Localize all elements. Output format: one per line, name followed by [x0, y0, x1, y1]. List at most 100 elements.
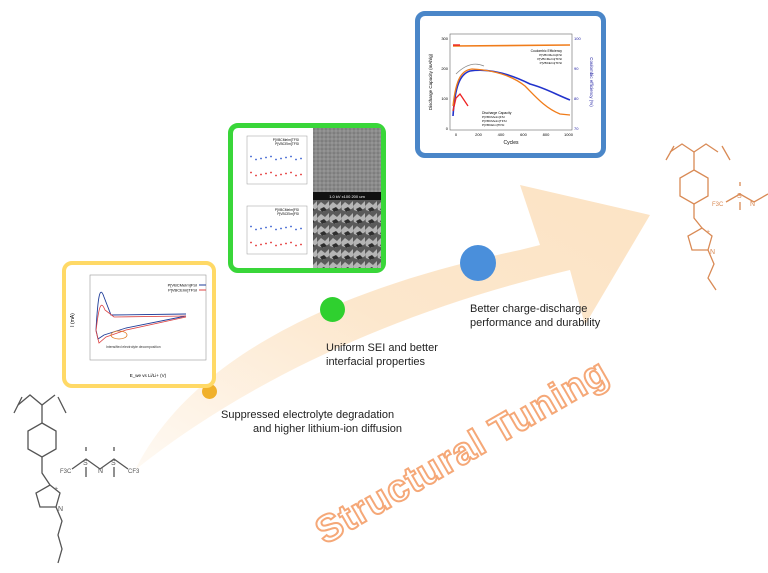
sei-legend-bottom-1: P[VBCMeIm]FSI [275, 208, 299, 212]
cycling-legend-ce-title: Coulombic Efficiency [531, 49, 563, 53]
step-caption-1: Suppressed electrolyte degradation and h… [221, 408, 402, 436]
cycling-xlabel: Cycles [503, 140, 519, 146]
sei-data-point [295, 244, 297, 247]
sei-data-point [270, 225, 272, 228]
sei-legend-bottom-2: P[VBCEIm]FSI [277, 212, 299, 216]
sei-data-point [255, 158, 257, 161]
sei-data-point [255, 174, 257, 177]
step-3-line-2: performance and durability [470, 317, 601, 329]
sei-data-point [285, 172, 287, 175]
cycling-y-left-tick: 100 [441, 96, 448, 101]
sei-data-point [285, 226, 287, 229]
sei-data-point [285, 242, 287, 245]
left-plus-charge: + [54, 486, 58, 493]
cycling-y-right-tick: 90 [574, 66, 579, 71]
sei-data-point [260, 157, 262, 160]
left-s-1: S [83, 460, 88, 467]
sei-data-point [275, 244, 277, 247]
sei-data-point [275, 158, 277, 161]
sei-data-point [250, 241, 252, 244]
step-3-line-1: Better charge-discharge [470, 303, 588, 315]
left-cf3-right: CF3 [128, 469, 140, 475]
sei-figure: P[VBCMeIm]TFSI P[VBCEIm]TFSI P[VBCMeIm]F… [237, 128, 381, 268]
left-s-2: S [111, 460, 116, 467]
sei-data-point [290, 171, 292, 174]
cycling-plot: Discharge Capacity (mAh/g) Coulombic eff… [428, 33, 594, 146]
sei-data-point [275, 174, 277, 177]
cycling-legend-dc-1: P[VBCMeIm]FSI [482, 115, 505, 119]
sei-data-point [280, 157, 282, 160]
right-plus-charge: + [706, 229, 710, 236]
sei-legend-top-1: P[VBCMeIm]TFSI [273, 138, 299, 142]
molecule-left: + N F3C S N S CF3 [13, 394, 140, 564]
sei-data-point [265, 172, 267, 175]
cycling-x-tick: 800 [543, 132, 550, 137]
panel-cv-plot: P[VBCMeIm]FSI P[VBCEIm]TFSI I (mA) E_we … [62, 261, 216, 388]
sei-data-point [265, 156, 267, 159]
step-2-line-2: interfacial properties [326, 356, 426, 368]
sem-image-bottom [313, 200, 381, 268]
sei-data-point [295, 174, 297, 177]
left-n-label: N [58, 506, 63, 513]
cycling-y-left-tick: 300 [441, 36, 448, 41]
cycling-ylabel-right: Coulombic efficiency (%) [589, 57, 594, 107]
cv-legend-1: P[VBCMeIm]FSI [168, 283, 197, 288]
sei-data-point [290, 225, 292, 228]
right-s-1: S [737, 193, 742, 200]
structural-tuning-label: Structural Tuning [308, 350, 618, 554]
sei-data-point [250, 225, 252, 228]
cycling-legend-dc-title: Discharge Capacity [482, 111, 512, 115]
right-f3c: F3C [712, 202, 724, 208]
sei-legend-top-2: P[VBCEIm]TFSI [275, 142, 299, 146]
step-caption-3: Better charge-discharge performance and … [470, 302, 600, 330]
step-1-line-1: Suppressed electrolyte degradation [221, 409, 395, 421]
sem-image-top [313, 128, 381, 192]
sei-data-point [300, 157, 302, 160]
sei-data-point [300, 227, 302, 230]
sei-data-point [280, 243, 282, 246]
panel-sei-images: P[VBCMeIm]TFSI P[VBCEIm]TFSI P[VBCMeIm]F… [228, 123, 386, 273]
sei-data-point [270, 155, 272, 158]
sei-data-point [285, 156, 287, 159]
left-n-anion: N [98, 468, 103, 475]
sei-data-point [260, 243, 262, 246]
sei-data-point [280, 227, 282, 230]
sei-data-point [275, 228, 277, 231]
sei-data-point [300, 173, 302, 176]
cycling-y-left-tick: 200 [441, 66, 448, 71]
sei-data-point [300, 243, 302, 246]
sei-data-point [290, 155, 292, 158]
tuning-text: Structural Tuning [309, 351, 617, 553]
cv-legend-2: P[VBCEIm]TFSI [168, 288, 197, 293]
sei-data-point [295, 158, 297, 161]
cycling-legend-ce-2: P[VBCMeIm]TFSI [537, 57, 562, 61]
sei-data-point [280, 173, 282, 176]
left-cf3-left: F3C [60, 469, 72, 475]
sem-scale-label: 1.0 kV x100 200 um [329, 194, 365, 199]
step-dot-2 [320, 297, 345, 322]
sei-data-point [250, 155, 252, 158]
cycling-legend-dc-2: P[VBCMeIm]TFSI [482, 119, 507, 123]
cycling-ylabel-left: Discharge Capacity (mAh/g) [428, 53, 433, 110]
step-dot-3 [460, 245, 496, 281]
cycling-y-right-tick: 100 [574, 36, 581, 41]
molecule-right: + N F3C S N [665, 143, 768, 291]
sei-data-point [250, 171, 252, 174]
cycling-y-left-tick: 0 [446, 126, 449, 131]
cv-xlabel: E_we vs Li/Li+ (V) [130, 373, 167, 378]
sei-data-point [270, 241, 272, 244]
sei-data-point [265, 226, 267, 229]
cycling-y-right-tick: 80 [574, 96, 579, 101]
sei-data-point [260, 173, 262, 176]
cycling-x-tick: 200 [475, 132, 482, 137]
sei-data-point [265, 242, 267, 245]
sei-data-point [255, 244, 257, 247]
cv-plot: P[VBCMeIm]FSI P[VBCEIm]TFSI I (mA) E_we … [70, 274, 207, 378]
cycling-legend-ce-3: P[VBCEIm]TFSI [540, 61, 562, 65]
cycling-legend-ce-1: P[VBCMeIm]FSI [539, 53, 562, 57]
step-1-line-2: and higher lithium-ion diffusion [253, 423, 402, 435]
sei-data-point [290, 241, 292, 244]
step-caption-2: Uniform SEI and better interfacial prope… [326, 341, 438, 369]
cycling-x-tick: 600 [520, 132, 527, 137]
